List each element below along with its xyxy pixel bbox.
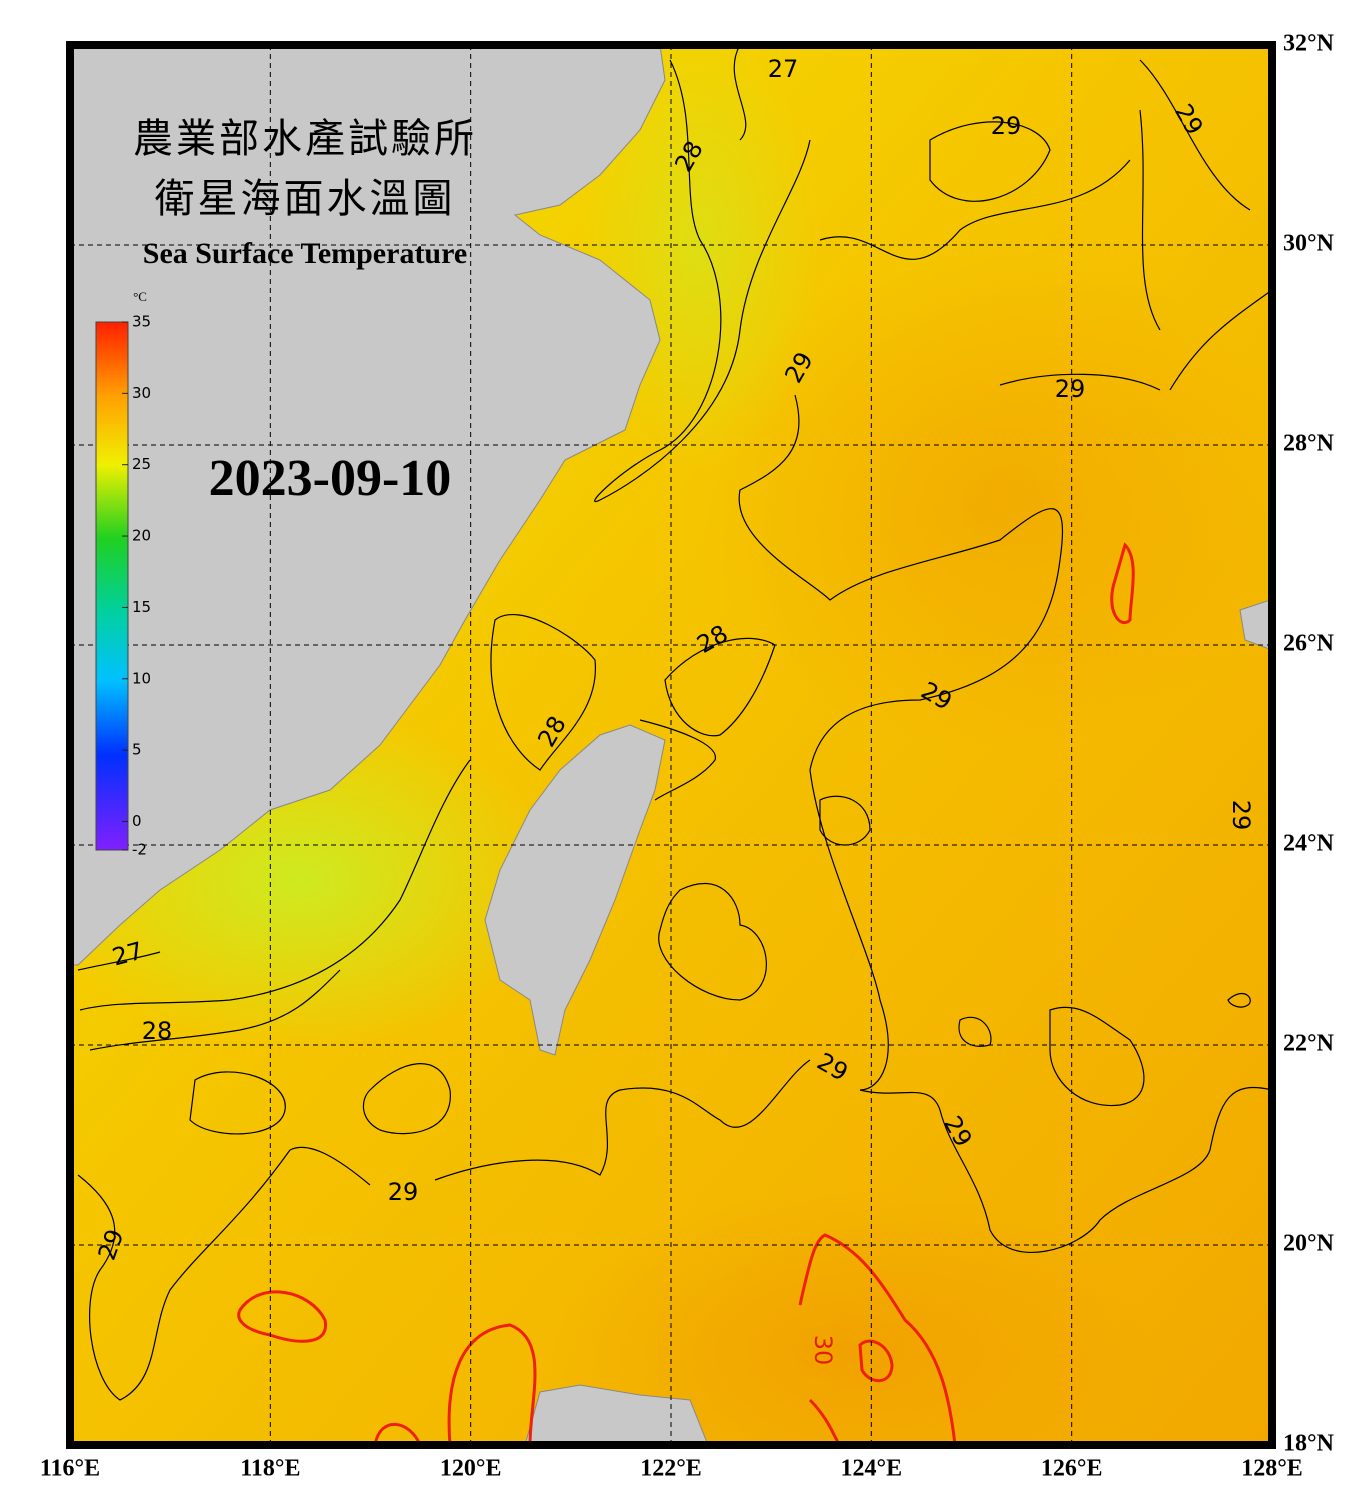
colorbar-tick-label: 0	[132, 812, 142, 830]
warm-water	[700, 250, 1272, 750]
lat-label: 30°N	[1283, 231, 1335, 257]
contour-line	[658, 795, 871, 1001]
contour-line	[77, 759, 471, 1051]
lon-label: 122°E	[640, 1456, 702, 1482]
colorbar-tick-label: 25	[132, 455, 151, 473]
contour-line	[738, 394, 1064, 1091]
colorbar-tick-label: 35	[132, 313, 151, 331]
lat-label: 18°N	[1283, 1431, 1335, 1457]
contour-label: 29	[388, 1178, 419, 1206]
colorbar-tick-label: 20	[132, 527, 151, 545]
lat-label: 26°N	[1283, 631, 1335, 657]
lat-label: 22°N	[1283, 1031, 1335, 1057]
lon-label: 118°E	[240, 1456, 300, 1482]
contour-label: 28	[142, 1017, 173, 1045]
colorbar-tick-label: -2	[132, 841, 147, 859]
title-chinese-2: 衛星海面水溫圖	[155, 176, 456, 221]
contour-label: 29	[991, 112, 1022, 140]
contour-line	[77, 1149, 291, 1401]
colorbar	[95, 321, 129, 851]
lat-label: 20°N	[1283, 1231, 1335, 1257]
title-chinese-1: 農業部水產試驗所	[133, 116, 477, 161]
map-frame	[66, 41, 1276, 1449]
colorbar-tick-label: 30	[132, 384, 151, 402]
graticule	[70, 45, 1272, 1445]
lat-label: 28°N	[1283, 431, 1335, 457]
contour-line	[289, 1059, 1272, 1253]
lon-label: 124°E	[841, 1456, 903, 1482]
warm-water	[550, 1190, 1150, 1445]
contour-line	[819, 59, 1251, 260]
axis-labels: 116°E 118°E 120°E 122°E 124°E 126°E 128°E 32°N 3…	[40, 31, 1335, 1482]
land-island	[1239, 599, 1272, 651]
contour-line	[594, 45, 811, 503]
title-english: Sea Surface Temperature	[143, 237, 467, 270]
lon-label: 126°E	[1041, 1456, 1103, 1482]
lat-label: 24°N	[1283, 831, 1335, 857]
land-china	[70, 45, 666, 966]
lon-label: 128°E	[1241, 1456, 1303, 1482]
colorbar-tick-label: 5	[132, 741, 142, 759]
contour-line	[999, 109, 1272, 391]
contour-label: 29	[1227, 800, 1255, 831]
colorbar-ticks: 35 30 25 20 15 10 5 0 -2	[122, 313, 151, 859]
land-luzon	[524, 1384, 709, 1445]
colorbar-tick-label: 15	[132, 598, 151, 616]
contour-label: 27	[768, 55, 799, 83]
lat-label: 32°N	[1283, 31, 1335, 57]
colorbar-tick-label: 10	[132, 669, 151, 687]
contour-line	[490, 614, 776, 801]
contour-line	[189, 1063, 451, 1135]
contour-label: 30	[809, 1335, 837, 1366]
lon-label: 120°E	[440, 1456, 502, 1482]
date: 2023-09-10	[209, 450, 452, 507]
land-taiwan	[484, 724, 666, 1056]
colorbar-unit: °C	[133, 289, 147, 304]
contour-line-30	[237, 542, 1135, 1445]
contour-label: 29	[1055, 375, 1086, 403]
lon-label: 116°E	[40, 1456, 100, 1482]
